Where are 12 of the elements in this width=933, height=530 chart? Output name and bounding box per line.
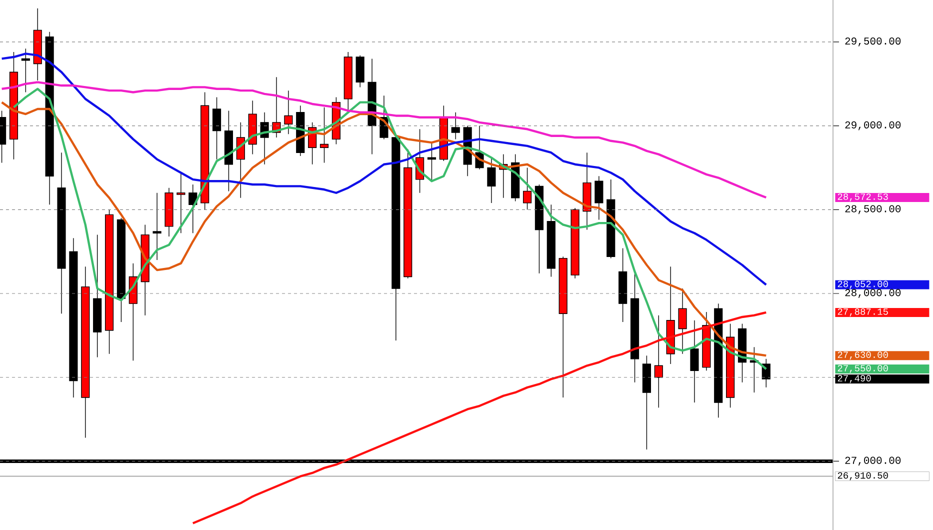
text: 28,052.00 (838, 280, 888, 289)
text: 28,572.53 (838, 193, 888, 202)
y-tick-label: 28,500.00 (845, 205, 901, 214)
text: 27,887.15 (838, 308, 888, 316)
ref-line-label: 26,910.50 (838, 472, 888, 480)
text: 27,630.00 (838, 352, 888, 360)
text: 27,550.00 (838, 364, 888, 374)
y-tick-label: 28,000.00 (845, 289, 901, 298)
y-tick-label: 29,000.00 (845, 121, 901, 130)
text: 27,490 (838, 375, 871, 384)
y-tick-label: 29,500.00 (845, 37, 901, 46)
y-tick-label: 27,000.00 (845, 456, 901, 466)
